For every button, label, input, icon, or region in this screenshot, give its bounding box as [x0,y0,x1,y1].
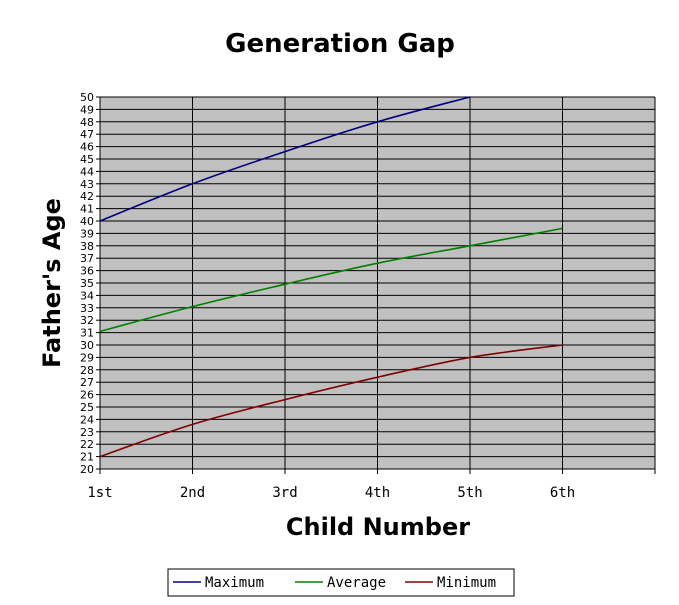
y-tick-label: 42 [80,190,94,203]
y-tick-label: 47 [80,128,94,141]
y-tick-label: 30 [80,339,94,352]
y-tick-label: 22 [80,438,94,451]
y-tick-label: 38 [80,240,94,253]
y-tick-label: 43 [80,178,94,191]
x-tick-label: 5th [457,485,482,501]
x-tick-label: 6th [550,485,575,501]
legend-label-minimum: Minimum [437,575,496,591]
x-tick-label: 1st [87,485,112,501]
y-tick-label: 40 [80,215,94,228]
x-tick-label: 2nd [180,485,205,501]
y-tick-label: 39 [80,227,94,240]
y-tick-label: 21 [80,451,94,464]
series-lines [99,96,563,458]
legend-label-maximum: Maximum [205,575,264,591]
y-tick-label: 35 [80,277,94,290]
y-tick-label: 32 [80,314,94,327]
series-line-minimum [99,344,563,458]
y-tick-label: 27 [80,376,94,389]
y-tick-label: 23 [80,426,94,439]
y-axis-title: Father's Age [38,198,66,368]
series-line-average [99,227,563,333]
y-tick-label: 46 [80,141,94,154]
y-tick-label: 41 [80,203,94,216]
y-tick-label: 44 [80,165,94,178]
y-tick-label: 34 [80,289,94,302]
series-line-maximum [99,96,471,222]
y-tick-label: 45 [80,153,94,166]
x-tick-label: 3rd [272,485,297,501]
legend: Maximum Average Minimum [167,568,515,597]
x-axis-title: Child Number [286,513,470,541]
y-tick-label: 48 [80,116,94,129]
y-tick-label: 49 [80,103,94,116]
y-tick-label: 28 [80,364,94,377]
y-tick-label: 26 [80,389,94,402]
x-tick-label: 4th [365,485,390,501]
y-tick-label: 37 [80,252,94,265]
y-tick-label: 29 [80,351,94,364]
y-tick-label: 50 [80,91,94,104]
y-tick-label: 20 [80,463,94,476]
y-axis-ticks: 2021222324252627282930313233343536373839… [80,91,100,476]
y-tick-label: 33 [80,302,94,315]
chart-title: Generation Gap [225,29,455,59]
x-axis-ticks: 1st 2nd 3rd 4th 5th 6th [87,469,656,501]
y-tick-label: 36 [80,265,94,278]
legend-label-average: Average [327,575,386,591]
y-tick-label: 31 [80,327,94,340]
legend-box [167,568,515,597]
y-tick-label: 24 [80,413,94,426]
y-tick-label: 25 [80,401,94,414]
